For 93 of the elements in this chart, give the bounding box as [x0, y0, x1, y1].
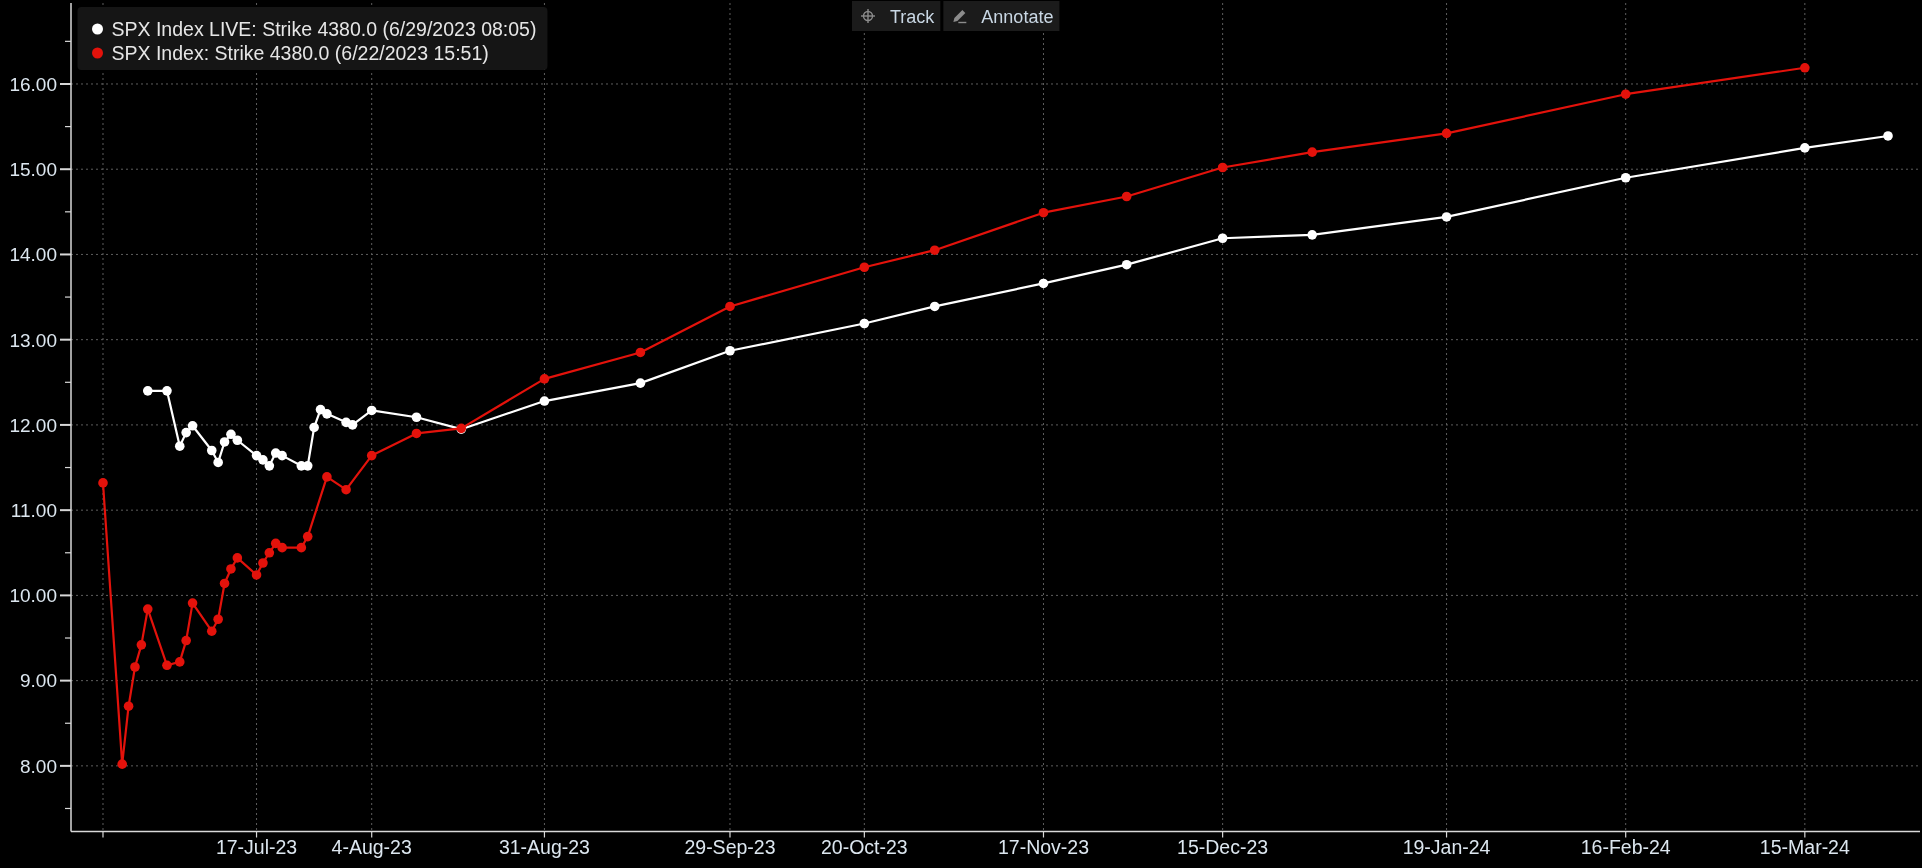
point [232, 553, 243, 563]
point [1038, 278, 1049, 289]
y-tick-label: 8.00 [20, 755, 57, 777]
point [251, 570, 262, 580]
point [1217, 162, 1228, 173]
x-tick-label: 29-Sep-23 [684, 836, 776, 858]
point [635, 378, 646, 388]
point [296, 542, 307, 553]
point [219, 578, 230, 589]
point [258, 455, 268, 465]
point [1800, 62, 1810, 73]
toolbar-button: Track [852, 1, 941, 31]
x-tick-label: 15-Mar-24 [1759, 836, 1850, 858]
point [142, 604, 153, 614]
point [1121, 191, 1132, 202]
point [136, 640, 147, 650]
point [213, 457, 223, 468]
point [174, 441, 185, 452]
point [302, 531, 313, 542]
point [142, 386, 153, 396]
point [1620, 172, 1631, 183]
point [1307, 147, 1317, 157]
x-tick-label: 31-Aug-23 [498, 836, 590, 858]
point [1121, 259, 1132, 270]
toolbar-button: Annotate [943, 1, 1060, 31]
point [1038, 207, 1049, 218]
y-tick-label: 12.00 [9, 414, 57, 436]
point [929, 245, 940, 255]
point [322, 472, 332, 482]
point [725, 301, 735, 312]
point [213, 614, 223, 625]
point [187, 420, 198, 431]
x-tick-label: 19-Jan-24 [1402, 836, 1491, 858]
point [539, 374, 550, 384]
point [725, 345, 735, 356]
point [859, 262, 870, 273]
point [341, 484, 351, 495]
point [347, 420, 358, 430]
point [206, 445, 217, 456]
point [635, 347, 646, 358]
point [264, 547, 275, 558]
y-tick-label: 16.00 [9, 73, 57, 95]
point [187, 598, 198, 608]
point [206, 626, 217, 636]
point [366, 405, 377, 416]
point [174, 657, 185, 667]
y-tick-label: 10.00 [9, 585, 57, 607]
point [264, 461, 275, 471]
point [232, 435, 243, 446]
x-tick-label: 4-Aug-23 [331, 836, 412, 858]
point [309, 422, 319, 433]
legend-label: SPX Index LIVE: Strike 4380.0 (6/29/2023 08:05) [111, 18, 537, 41]
y-tick-label: 15.00 [9, 159, 57, 181]
point [226, 564, 236, 574]
annotation: Annotate [981, 6, 1054, 27]
point [859, 318, 870, 329]
x-tick-label: 17-Jul-23 [215, 836, 298, 858]
x-tick-label: 20-Oct-23 [820, 836, 908, 858]
y-tick-label: 11.00 [10, 500, 57, 521]
point [411, 428, 422, 439]
point [181, 635, 191, 646]
point [219, 437, 230, 447]
point [117, 759, 127, 769]
point [181, 427, 191, 438]
point [366, 450, 377, 461]
point [162, 660, 172, 671]
point [1441, 128, 1452, 139]
x-tick-label: 16-Feb-24 [1580, 836, 1671, 858]
point [123, 701, 134, 711]
point [277, 542, 287, 553]
point [162, 386, 172, 396]
point [1441, 212, 1452, 222]
point [929, 301, 940, 312]
y-tick-label: 9.00 [20, 670, 57, 692]
x-tick-label: 15-Dec-23 [1177, 836, 1269, 858]
y-tick-label: 14.00 [9, 244, 57, 266]
point [1800, 143, 1810, 153]
point [98, 478, 108, 488]
point [1620, 89, 1631, 99]
point [1217, 233, 1228, 244]
point [258, 558, 268, 568]
point [1883, 131, 1893, 141]
x-tick-label: 17-Nov-23 [997, 836, 1090, 858]
y-tick-label: 13.00 [9, 329, 57, 351]
point [226, 429, 236, 440]
annotation: Track [890, 6, 936, 27]
point [1307, 230, 1317, 240]
point [130, 662, 140, 672]
point [322, 409, 332, 419]
point [539, 396, 550, 406]
point [411, 412, 422, 423]
point [277, 450, 287, 461]
legend-label: SPX Index: Strike 4380.0 (6/22/2023 15:51) [111, 42, 489, 65]
